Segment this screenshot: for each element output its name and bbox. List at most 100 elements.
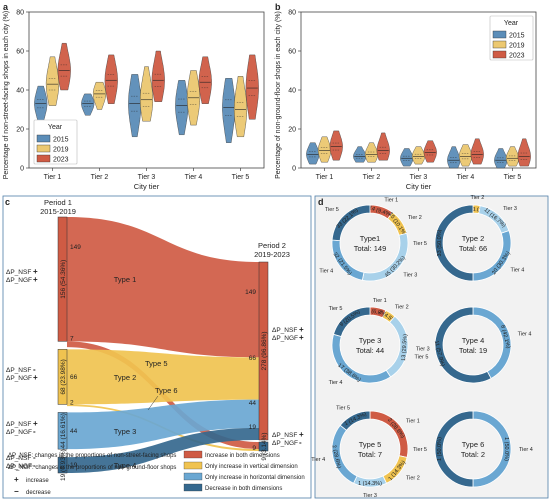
violin-2023-tier2 xyxy=(376,132,390,161)
donut-slice-tier5 xyxy=(434,306,492,384)
donut-total: Total: 7 xyxy=(358,450,382,459)
sign-label-nsf: ΔP_NSF xyxy=(6,421,31,428)
sign-nsf: - xyxy=(33,453,36,462)
violin-2015-tier4 xyxy=(175,80,189,136)
donut-tier-label: Tier 3 xyxy=(416,346,430,352)
legend-nsf: ΔP_NSF: changes in the proportions of no… xyxy=(8,453,176,459)
sign-label-nsf: ΔP_NSF xyxy=(6,269,31,276)
sankey-right-node xyxy=(258,261,269,441)
y-tick-label: 0 xyxy=(292,166,296,173)
sign-nsf: + xyxy=(299,325,304,334)
violin-2023-tier2 xyxy=(104,54,118,104)
donut-title: Type 6 xyxy=(462,440,485,449)
violin-2023-tier1 xyxy=(57,43,71,91)
legend-swatch xyxy=(492,50,507,59)
legend-swatch xyxy=(36,134,51,143)
x-tick-label: Tier 3 xyxy=(138,174,156,181)
x-tick-label: Tier 4 xyxy=(457,174,475,181)
legend-increase: increase xyxy=(26,478,49,484)
donut-title: Type 2 xyxy=(462,234,485,243)
sign-label-ngf: ΔP_NGF xyxy=(272,335,298,342)
donut-tier-label: Tier 2 xyxy=(408,215,422,221)
y-tick-label: 20 xyxy=(16,127,24,134)
legend-decrease-sign: − xyxy=(14,487,19,496)
legend-swatch xyxy=(492,30,507,39)
donut-slice-label: 8 (42.1%) xyxy=(499,325,511,350)
legend-label: 2015 xyxy=(509,33,525,40)
legend-title: Year xyxy=(48,124,63,131)
legend-label: 2015 xyxy=(53,137,69,144)
x-tick-label: Tier 2 xyxy=(363,174,381,181)
donut-total: Total: 66 xyxy=(459,244,487,253)
sign-label-ngf: ΔP_NGF xyxy=(6,277,32,284)
donut-total: Total: 2 xyxy=(461,450,485,459)
sankey-left-node xyxy=(57,216,68,342)
panel-letter: b xyxy=(275,2,281,12)
period2-years: 2019-2023 xyxy=(254,250,290,259)
legend-swatch xyxy=(36,154,51,163)
sign-label-nsf: ΔP_NSF xyxy=(6,455,31,462)
legend-increase-sign: + xyxy=(14,475,19,484)
sign-ngf: + xyxy=(33,275,38,284)
type-label: Type 3 xyxy=(114,427,137,436)
panel-d-frame xyxy=(314,195,549,499)
flow-count-right: 19 xyxy=(249,424,257,431)
period2-title: Period 2 xyxy=(258,241,286,250)
flow-count-right: 44 xyxy=(249,400,257,407)
sankey-flow-type2-to-type1 xyxy=(67,349,259,405)
x-tick-label: Tier 4 xyxy=(185,174,203,181)
donut-total: Total: 44 xyxy=(356,346,384,355)
violin-2019-tier1 xyxy=(317,136,332,163)
donut-slice-label: 2 (3.0%) xyxy=(466,206,487,214)
sign-label-ngf: ΔP_NGF xyxy=(272,440,298,447)
flow-count-left: 66 xyxy=(70,374,78,381)
violin-2015-tier4 xyxy=(447,146,461,169)
violin-2019-tier5 xyxy=(505,146,520,167)
donut-slice-label: 1 (50.0%) xyxy=(503,437,509,461)
donut-tier-label: Tier 4 xyxy=(510,268,524,274)
x-tick-label: Tier 5 xyxy=(232,174,250,181)
legend-swatch xyxy=(183,483,203,492)
violin-2015-tier5 xyxy=(494,148,508,169)
sign-ngf: - xyxy=(299,438,302,447)
panel-d: d14 (9.4%)Tier 115 (10.1%) Tier 245 (30.2… xyxy=(311,195,549,499)
donut-tier-label: Tier 2 xyxy=(395,304,409,310)
donut-title: Type1 xyxy=(360,234,380,243)
type6-pointer xyxy=(147,395,159,411)
donut-tier-label: Tier 4 xyxy=(518,332,532,338)
period1-title: Period 1 xyxy=(44,198,72,207)
legend-box xyxy=(489,15,534,61)
violin-2019-tier3 xyxy=(411,146,426,165)
legend-item-label: Increase in both dimensions xyxy=(205,453,280,459)
donut-slice-label: 1 (50.0%) xyxy=(437,437,443,461)
flow-label-type6: Type 6 xyxy=(155,386,178,395)
sign-label-nsf: ΔP_NSF xyxy=(272,327,297,334)
sign-label-ngf: ΔP_NGF xyxy=(6,463,32,470)
legend-swatch xyxy=(36,144,51,153)
y-axis-label: Percentage of non-ground-floor shops in … xyxy=(275,11,282,179)
right-node-count: 9 (3.14%) xyxy=(261,432,268,460)
flow-count-left: 149 xyxy=(70,244,81,251)
sign-nsf: + xyxy=(33,267,38,276)
y-axis-label: Percentage of non-street-facing shops in… xyxy=(3,11,10,179)
legend-item-label: Only increase in vertical dimension xyxy=(205,464,298,470)
sankey-left-node xyxy=(57,349,68,405)
y-tick-label: 0 xyxy=(20,166,24,173)
sankey-left-node xyxy=(57,412,68,450)
donut-title: Type 5 xyxy=(359,440,382,449)
panel-letter: d xyxy=(318,197,324,207)
violin-2015-tier3 xyxy=(128,74,142,138)
flow-count-right: 9 xyxy=(252,445,256,452)
donut-tier-label: Tier 3 xyxy=(503,206,517,212)
donut-slice-tier5 xyxy=(333,306,371,338)
donut-total: Total: 149 xyxy=(354,244,387,253)
type-label: Type 4 xyxy=(114,461,137,470)
x-tick-label: Tier 1 xyxy=(44,174,62,181)
sign-label-nsf: ΔP_NSF xyxy=(6,367,31,374)
panel-b: b 0 20 40 60 80 Tier 1 Tier 2 Tier 3 Tier 4 Tier 5… xyxy=(275,2,537,191)
donut-tier-label: Tier 4 xyxy=(329,380,343,386)
donut-total: Total: 19 xyxy=(459,346,487,355)
type-label: Type 1 xyxy=(114,275,137,284)
flow-count-left: 2 xyxy=(70,399,74,406)
legend-label: 2019 xyxy=(53,147,69,154)
